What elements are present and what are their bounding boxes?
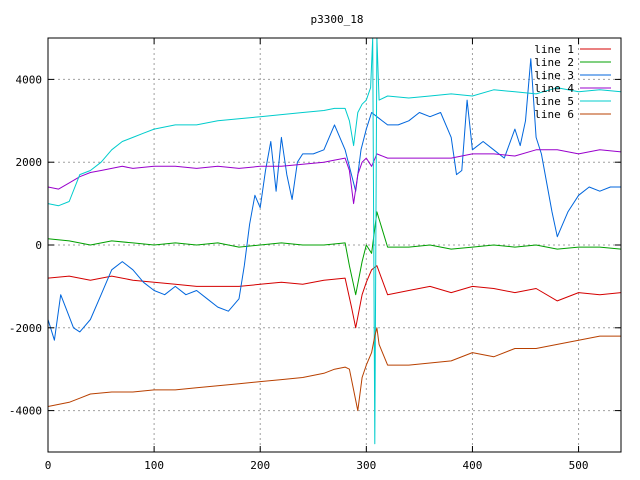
series-line-6 [48,327,621,412]
x-tick-label: 400 [463,459,483,472]
legend-label: line 6 [534,108,574,121]
series-line-3 [48,58,621,341]
legend-label: line 3 [534,69,574,82]
x-tick-label: 100 [144,459,164,472]
legend-label: line 2 [534,56,574,69]
plot-series [48,38,621,445]
x-tick-label: 200 [250,459,270,472]
legend-label: line 4 [534,82,574,95]
series-line-5 [48,38,621,445]
y-tick-label: 2000 [16,156,43,169]
x-tick-label: 500 [569,459,589,472]
y-tick-label: -2000 [9,322,42,335]
series-line-1 [48,265,621,329]
grid [48,38,621,452]
x-tick-label: 300 [356,459,376,472]
legend-label: line 5 [534,95,574,108]
axis-ticks: 0 100 200 300 400 500 -4000 -2000 0 2000 4000 [9,38,621,472]
chart-title: p3300_18 [311,13,364,26]
y-tick-label: 4000 [16,73,43,86]
legend-label: line 1 [534,43,574,56]
y-tick-label: -4000 [9,405,42,418]
series-line-2 [48,211,621,296]
y-tick-label: 0 [35,239,42,252]
x-tick-label: 0 [45,459,52,472]
series-line-4 [48,149,621,205]
